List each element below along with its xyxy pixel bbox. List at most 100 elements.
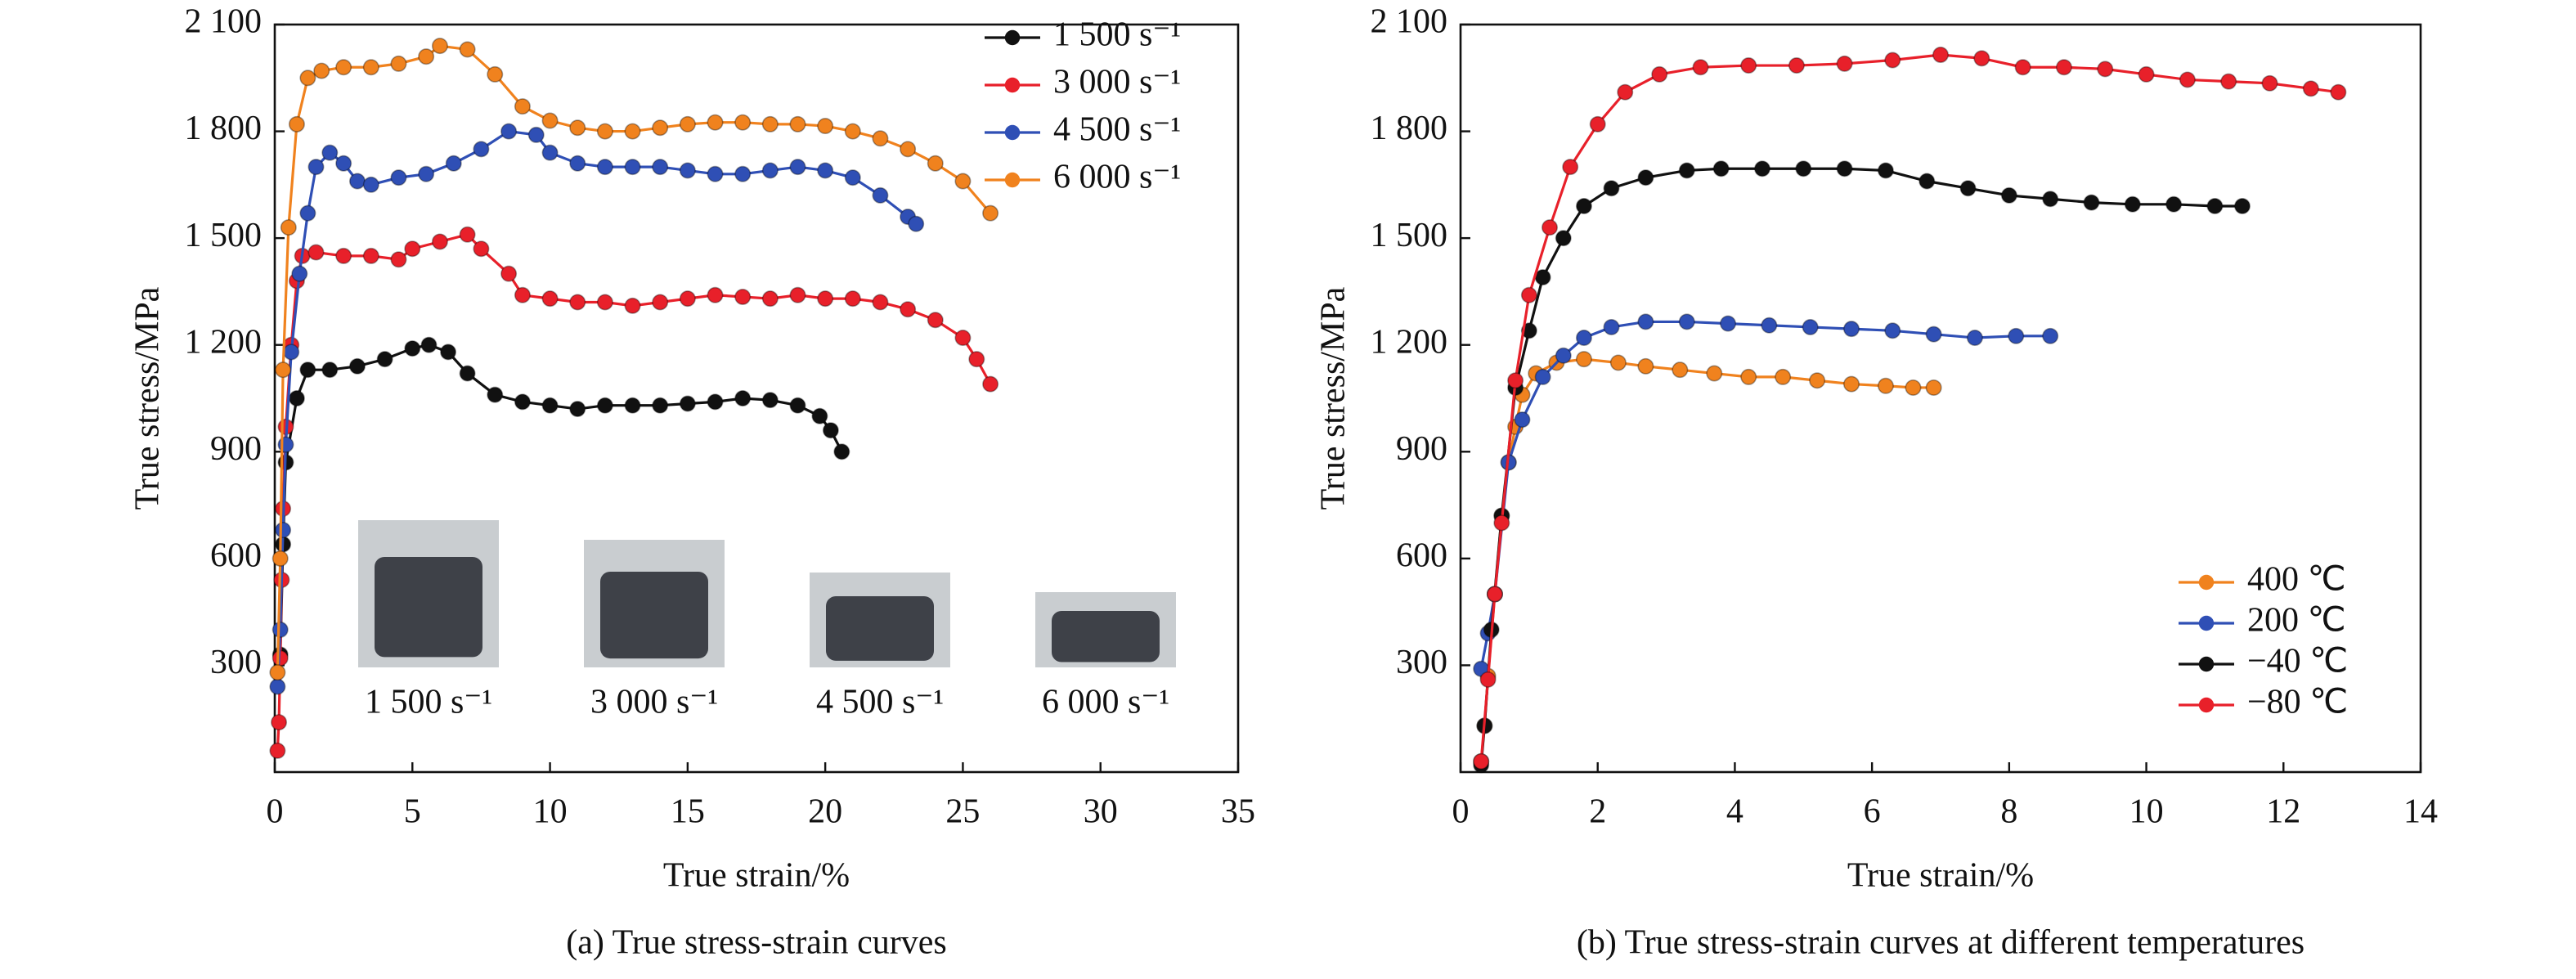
x-tick-label: 6 xyxy=(1864,793,1881,831)
data-point xyxy=(487,386,504,403)
legend-marker xyxy=(1004,172,1021,188)
data-point xyxy=(1842,375,1860,393)
data-point xyxy=(833,443,850,460)
data-point xyxy=(1678,162,1695,179)
data-point xyxy=(473,240,490,258)
data-point xyxy=(487,65,504,83)
data-point xyxy=(390,251,407,268)
data-point xyxy=(872,186,889,204)
data-point xyxy=(1555,347,1572,364)
x-tick-label: 12 xyxy=(2266,793,2300,831)
y-tick-label: 2 100 xyxy=(185,3,263,41)
legend-label: 1 500 s⁻¹ xyxy=(1053,16,1181,54)
data-point xyxy=(431,38,448,55)
data-point xyxy=(459,365,476,382)
data-point xyxy=(927,312,944,329)
data-point xyxy=(1959,180,1977,197)
data-point xyxy=(624,123,641,140)
data-point xyxy=(1609,354,1627,371)
y-tick-label: 1 800 xyxy=(185,110,263,147)
data-point xyxy=(652,294,669,311)
legend-label: −40 ℃ xyxy=(2247,643,2348,680)
data-point xyxy=(2302,80,2319,97)
data-point xyxy=(1520,286,1537,303)
data-point xyxy=(1473,752,1490,770)
x-tick-label: 10 xyxy=(2129,793,2164,831)
data-point xyxy=(277,436,294,453)
data-point xyxy=(1575,330,1592,347)
y-tick-label: 1 200 xyxy=(185,323,263,361)
data-point xyxy=(272,621,289,638)
legend-label: 4 500 s⁻¹ xyxy=(1053,111,1181,149)
data-point xyxy=(2008,327,2025,344)
data-point xyxy=(514,98,531,115)
data-point xyxy=(335,247,352,264)
data-point xyxy=(362,59,379,76)
data-point xyxy=(624,397,641,414)
data-point xyxy=(1877,162,1894,179)
plot-frame xyxy=(273,23,1240,774)
data-point xyxy=(348,357,366,375)
specimen xyxy=(375,557,482,658)
data-point xyxy=(954,330,972,347)
y-tick-label: 300 xyxy=(1396,644,1447,681)
data-point xyxy=(569,155,586,172)
data-point xyxy=(376,351,393,368)
data-point xyxy=(1925,326,1942,343)
inset-label: 1 500 s⁻¹ xyxy=(365,684,492,721)
data-point xyxy=(2083,194,2100,211)
legend-marker xyxy=(1004,29,1021,46)
data-point xyxy=(275,362,292,379)
series-line xyxy=(1479,357,1934,762)
y-tick-label: 1 500 xyxy=(1371,217,1448,254)
caption: (a) True stress-strain curves xyxy=(566,924,946,962)
data-point xyxy=(844,169,861,186)
data-point xyxy=(2124,195,2141,213)
data-point xyxy=(1809,372,1826,389)
y-axis-label: True stress/MPa xyxy=(1315,286,1353,510)
data-point xyxy=(288,389,305,406)
data-point xyxy=(707,286,724,303)
inset-photo xyxy=(358,520,499,667)
data-point xyxy=(1507,372,1524,389)
data-point xyxy=(900,301,917,318)
data-point xyxy=(707,393,724,411)
data-point xyxy=(844,290,861,308)
data-point xyxy=(2233,197,2251,214)
data-point xyxy=(1575,197,1592,214)
data-point xyxy=(418,48,435,65)
data-point xyxy=(1932,46,1950,63)
data-point xyxy=(288,115,305,132)
x-tick-label: 8 xyxy=(2000,793,2017,831)
data-point xyxy=(1520,322,1537,339)
data-point xyxy=(1692,59,1709,76)
inset-label: 6 000 s⁻¹ xyxy=(1042,684,1169,721)
x-tick-label: 15 xyxy=(671,793,705,831)
data-point xyxy=(652,159,669,176)
data-point xyxy=(541,290,559,308)
data-point xyxy=(1486,586,1503,603)
data-point xyxy=(1637,313,1654,330)
legend-label: 200 ℃ xyxy=(2247,602,2346,640)
data-point xyxy=(2206,197,2224,214)
data-point xyxy=(527,126,545,143)
data-point xyxy=(789,115,806,132)
data-point xyxy=(1534,269,1551,286)
data-point xyxy=(1493,514,1510,532)
data-point xyxy=(271,714,288,731)
data-point xyxy=(1753,160,1770,177)
data-point xyxy=(299,362,316,379)
data-point xyxy=(707,114,724,131)
data-point xyxy=(679,395,696,412)
data-point xyxy=(624,297,641,314)
data-point xyxy=(1706,365,1723,382)
data-point xyxy=(445,155,462,172)
data-point xyxy=(1966,330,1983,347)
data-point xyxy=(500,123,518,140)
data-point xyxy=(420,336,438,353)
y-tick-label: 1 800 xyxy=(1371,110,1448,147)
x-axis-label: True strain/% xyxy=(1847,857,2034,895)
data-point xyxy=(1836,55,1853,72)
data-point xyxy=(1562,159,1579,176)
data-point xyxy=(1795,160,1812,177)
